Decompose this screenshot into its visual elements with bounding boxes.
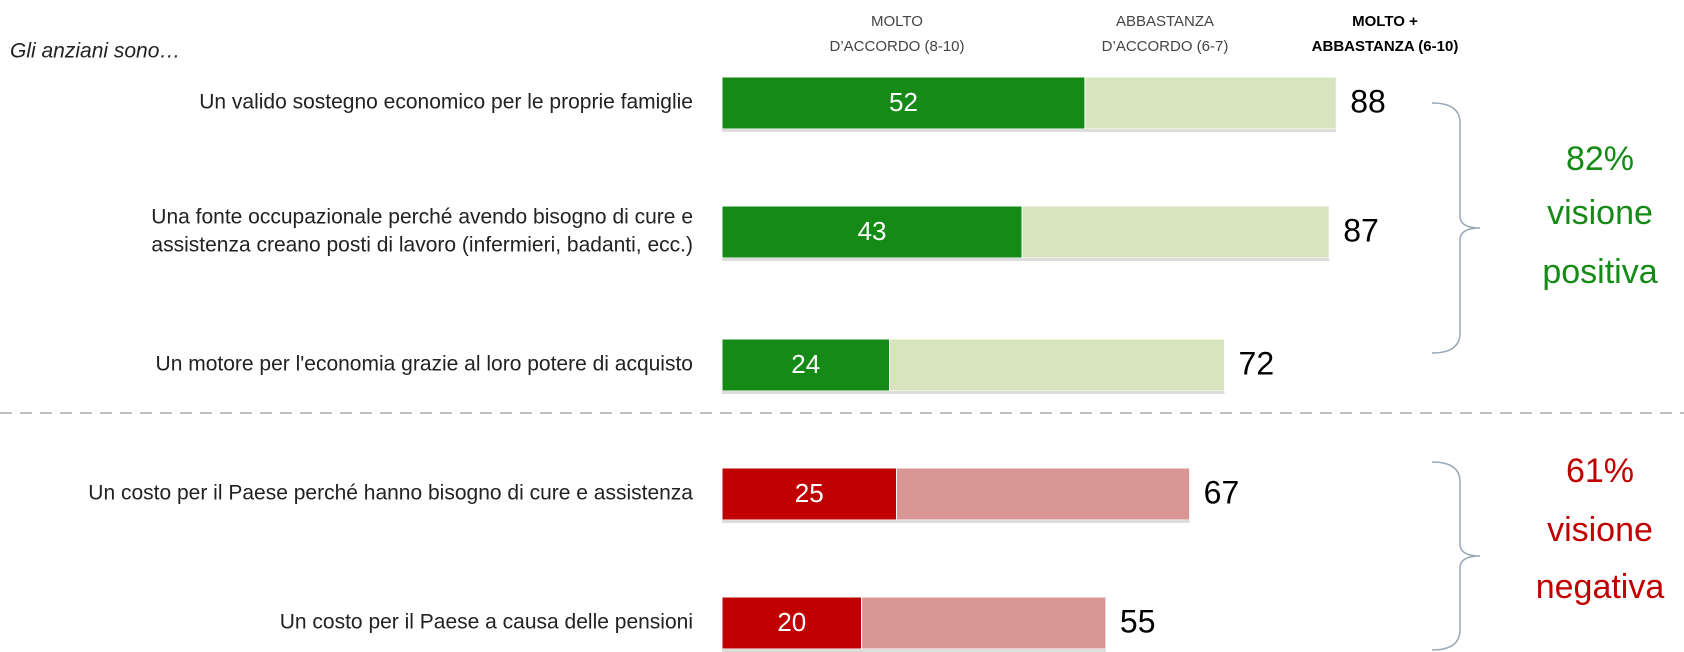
total-label: 72	[1239, 345, 1275, 381]
category-label: Un valido sostegno economico per le prop…	[199, 91, 693, 114]
total-label: 87	[1343, 212, 1379, 248]
brace	[1431, 461, 1481, 651]
total-label: 88	[1350, 83, 1386, 119]
totals-header: MOLTO +	[1352, 13, 1418, 30]
bar-shadow	[722, 258, 1330, 261]
category-label: Un costo per il Paese a causa delle pens…	[280, 611, 693, 634]
category-label: assistenza creano posti di lavoro (infer…	[151, 234, 693, 257]
chart-title: Gli anziani sono…	[10, 40, 180, 63]
bar-segment	[889, 338, 1226, 392]
value-label: 24	[791, 349, 820, 379]
bar-segment	[896, 467, 1191, 521]
legend-label: D’ACCORDO (6-7)	[1102, 38, 1229, 55]
bar-segment	[1084, 76, 1337, 130]
group-annotation: visione	[1547, 511, 1653, 549]
category-label: Un motore per l'economia grazie al loro …	[156, 353, 693, 376]
bar-shadow	[722, 129, 1337, 132]
total-label: 67	[1204, 474, 1240, 510]
totals-header: ABBASTANZA (6-10)	[1312, 38, 1459, 55]
group-annotation: positiva	[1542, 253, 1657, 291]
legend-label: MOLTO	[871, 13, 923, 30]
bar-shadow	[722, 391, 1225, 394]
group-annotation: 82%	[1566, 140, 1634, 178]
bar-segment	[721, 205, 1023, 259]
bar-segment	[1021, 205, 1330, 259]
total-label: 55	[1120, 603, 1156, 639]
value-label: 43	[858, 216, 887, 246]
category-label: Una fonte occupazionale perché avendo bi…	[151, 206, 693, 229]
brace	[1431, 102, 1481, 354]
group-annotation: negativa	[1536, 568, 1665, 606]
bar-shadow	[722, 520, 1190, 523]
bar-shadow	[722, 649, 1106, 652]
category-label: Un costo per il Paese perché hanno bisog…	[88, 482, 693, 505]
group-annotation: 61%	[1566, 452, 1634, 490]
bar-segment	[861, 596, 1107, 650]
value-label: 25	[795, 478, 824, 508]
value-label: 52	[889, 87, 918, 117]
legend-label: ABBASTANZA	[1116, 13, 1214, 30]
legend-label: D’ACCORDO (8-10)	[829, 38, 964, 55]
group-annotation: visione	[1547, 194, 1653, 232]
value-label: 20	[777, 607, 806, 637]
